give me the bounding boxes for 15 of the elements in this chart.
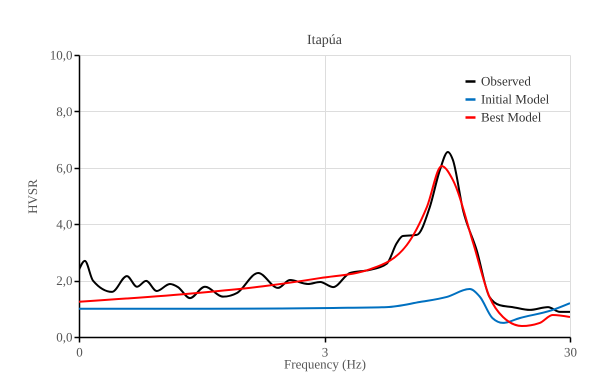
chart-title: Itapúa — [307, 33, 343, 48]
x-tick-label: 3 — [322, 344, 328, 360]
y-tick-label: 8,0 — [56, 104, 72, 119]
y-tick-label: 2,0 — [56, 273, 72, 288]
legend-label: Observed — [481, 74, 532, 88]
y-tick-label: 0,0 — [56, 330, 72, 344]
legend-label: Best Model — [481, 110, 542, 124]
x-tick-label: 0 — [76, 344, 83, 360]
legend-label: Initial Model — [481, 92, 550, 106]
y-axis-title: HVSR — [24, 178, 40, 214]
y-tick-label: 4,0 — [56, 216, 72, 232]
x-axis-title: Frequency (Hz) — [284, 356, 366, 372]
y-tick-label: 10,0 — [50, 48, 72, 62]
x-tick-label: 30 — [564, 344, 577, 360]
y-tick-label: 6,0 — [56, 160, 72, 176]
